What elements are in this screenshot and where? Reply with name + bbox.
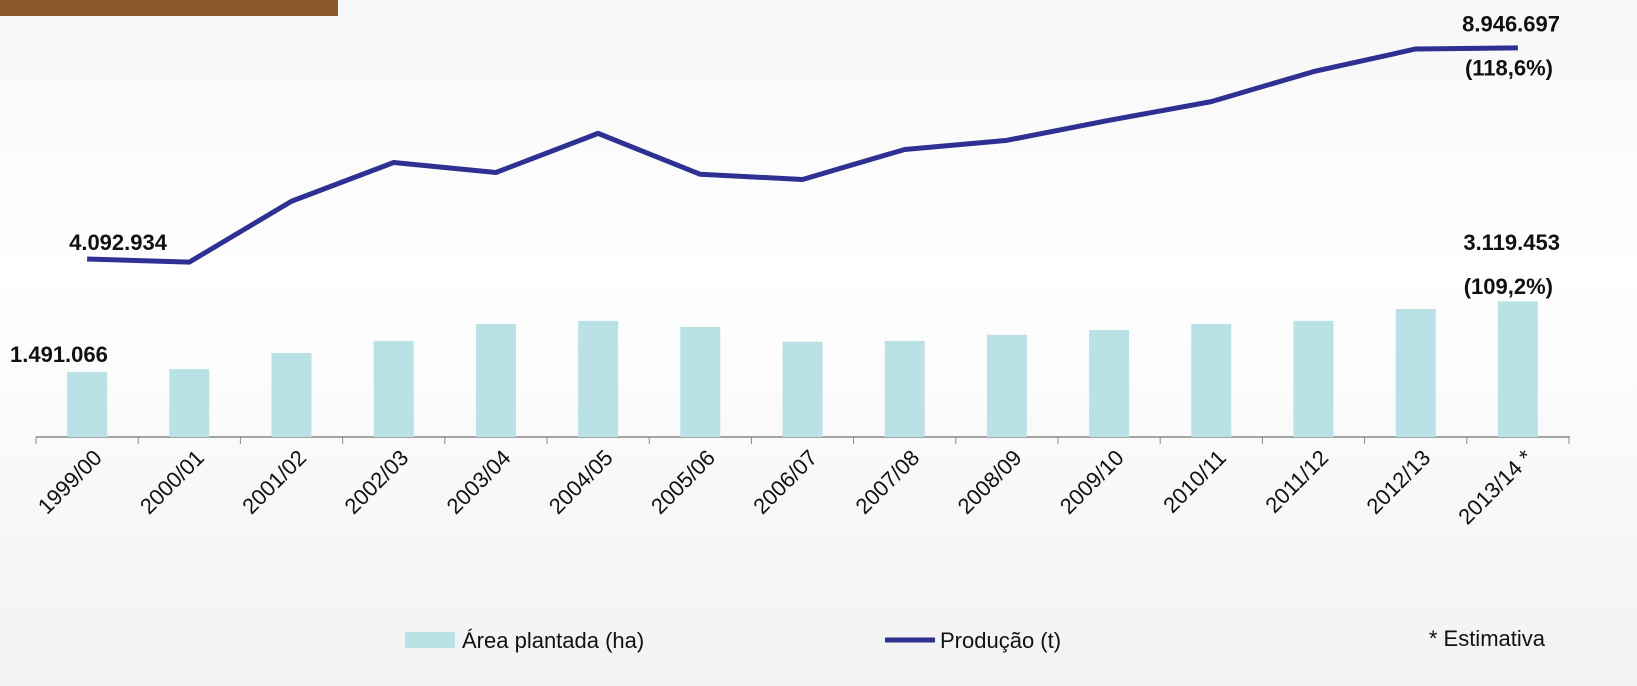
- bar: [1089, 329, 1130, 437]
- bar: [271, 353, 312, 437]
- x-tick-label: 2010/11: [1158, 445, 1231, 518]
- x-tick-label: 2012/13: [1361, 445, 1435, 519]
- x-tick-label: 2000/01: [135, 445, 209, 519]
- bar: [1293, 320, 1334, 437]
- x-tick-label: 2008/09: [953, 445, 1027, 519]
- legend-swatch: [405, 632, 455, 648]
- x-tick-label: 2013/14 *: [1453, 445, 1538, 530]
- annotation: (118,6%): [1465, 56, 1553, 81]
- annotation: (109,2%): [1464, 274, 1553, 299]
- bar: [680, 326, 721, 437]
- data-label: 4.092.934: [69, 230, 168, 255]
- data-label: 8.946.697: [1462, 12, 1560, 37]
- x-tick-label: 2005/06: [646, 445, 720, 519]
- x-tick-label: 1999/00: [33, 445, 107, 519]
- legend-label: Área plantada (ha): [462, 628, 644, 653]
- bar: [986, 334, 1027, 437]
- data-label: 3.119.453: [1463, 230, 1560, 255]
- x-tick-label: 2003/04: [442, 445, 516, 519]
- bar: [373, 340, 414, 437]
- x-tick-label: 2007/08: [850, 445, 924, 519]
- bar: [1497, 301, 1538, 437]
- bar: [782, 341, 823, 437]
- x-tick-label: 2004/05: [544, 445, 618, 519]
- bar: [169, 369, 210, 437]
- x-tick-label: 2009/10: [1055, 445, 1129, 519]
- data-label: 1.491.066: [10, 342, 108, 367]
- x-tick-label: 2002/03: [339, 445, 413, 519]
- decor-image: [0, 0, 338, 16]
- footnote: * Estimativa: [1429, 626, 1546, 651]
- x-tick-label: 2011/12: [1260, 445, 1333, 518]
- bar: [1395, 309, 1436, 437]
- bar: [67, 372, 108, 437]
- bar: [1191, 323, 1232, 437]
- x-tick-label: 2001/02: [237, 445, 311, 519]
- x-tick-label: 2006/07: [748, 445, 822, 519]
- bar: [475, 323, 516, 437]
- line: [87, 45, 1518, 265]
- bar: [578, 320, 619, 437]
- bar: [884, 340, 925, 437]
- legend-label: Produção (t): [940, 628, 1061, 653]
